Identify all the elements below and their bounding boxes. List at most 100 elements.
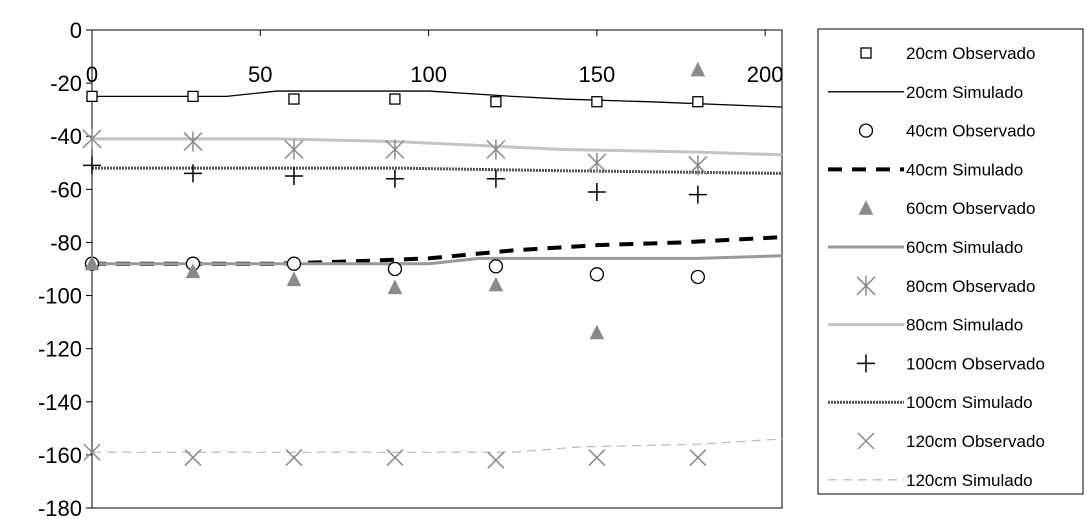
data-point xyxy=(690,269,706,285)
x-tick-label: 0 xyxy=(86,62,98,87)
legend-marker xyxy=(857,354,875,373)
series-120cm-observado xyxy=(83,443,707,469)
legend-item-80cm-observado: 80cm Observado xyxy=(856,275,1035,296)
data-point xyxy=(587,152,607,173)
legend-marker xyxy=(860,47,872,59)
series-20cm-simulado xyxy=(92,90,783,108)
data-point xyxy=(286,271,302,287)
legend-symbol xyxy=(860,47,872,59)
legend-label: 60cm Simulado xyxy=(906,238,1023,257)
data-point xyxy=(387,279,403,295)
legend-label: 100cm Simulado xyxy=(906,393,1033,412)
x-tick-label: 100 xyxy=(410,62,447,87)
y-tick-label: -180 xyxy=(38,496,82,519)
data-point xyxy=(82,128,102,149)
data-point xyxy=(284,139,304,160)
legend-item-80cm-simulado: 80cm Simulado xyxy=(828,316,1023,335)
legend: 20cm Observado 20cm Simulado 40cm Observad… xyxy=(817,28,1084,495)
legend-label: 20cm Simulado xyxy=(906,83,1023,102)
y-tick-label: -100 xyxy=(38,284,82,309)
x-axis: 0 50 100 150 200 xyxy=(86,29,784,87)
x-tick-label: 200 xyxy=(747,62,784,87)
series-line-100cm-simulado xyxy=(92,166,783,175)
legend-label: 100cm Observado xyxy=(906,354,1045,373)
y-tick-label: -20 xyxy=(50,71,82,96)
series-100cm-observado xyxy=(83,156,707,204)
data-point xyxy=(488,276,504,292)
plot-area xyxy=(91,29,783,509)
y-tick-label: -160 xyxy=(38,443,82,468)
x-tick-label: 150 xyxy=(579,62,616,87)
y-tick-label: -140 xyxy=(38,390,82,415)
legend-symbol xyxy=(857,354,875,373)
data-point xyxy=(688,185,707,204)
y-tick-label: -120 xyxy=(38,337,82,362)
legend-box xyxy=(817,28,1084,495)
data-point xyxy=(490,96,502,108)
plot-frame xyxy=(91,29,783,509)
legend-label: 60cm Observado xyxy=(906,199,1035,218)
data-point xyxy=(587,182,606,201)
data-point xyxy=(83,156,101,175)
legend-marker xyxy=(856,275,876,296)
data-point xyxy=(591,96,603,108)
data-point xyxy=(690,61,706,77)
legend-item-100cm-observado: 100cm Observado xyxy=(857,354,1045,373)
data-point xyxy=(589,267,605,282)
legend-item-40cm-observado: 40cm Observado xyxy=(858,122,1035,141)
data-point xyxy=(386,449,404,467)
y-tick-label: 0 xyxy=(70,18,82,43)
data-point xyxy=(183,131,203,152)
series-100cm-simulado xyxy=(92,166,783,175)
data-point xyxy=(385,139,405,160)
y-axis: 0 -20 -40 -60 -80 -100 -120 -140 -160 -180 xyxy=(38,18,92,519)
series-60cm-observado xyxy=(84,61,706,340)
legend-item-120cm-observado: 120cm Observado xyxy=(857,432,1045,451)
legend-label: 40cm Simulado xyxy=(906,160,1023,179)
data-point xyxy=(86,90,98,103)
data-point xyxy=(286,256,302,271)
data-point xyxy=(285,449,303,467)
data-point xyxy=(486,169,505,188)
legend-label: 20cm Observado xyxy=(906,44,1035,63)
series-layer xyxy=(82,61,783,469)
data-point xyxy=(389,93,401,105)
legend-symbol xyxy=(858,123,874,138)
legend-item-20cm-observado: 20cm Observado xyxy=(860,44,1035,63)
series-80cm-observado xyxy=(82,128,708,176)
data-point xyxy=(385,169,404,188)
legend-symbol xyxy=(856,275,876,296)
y-tick-label: -60 xyxy=(50,177,82,202)
legend-marker xyxy=(858,123,874,138)
data-point xyxy=(488,259,504,274)
data-point xyxy=(84,255,100,271)
legend-label: 40cm Observado xyxy=(906,122,1035,141)
series-80cm-simulado xyxy=(92,137,783,157)
legend-label: 120cm Simulado xyxy=(906,471,1033,490)
data-point xyxy=(688,155,708,176)
data-point xyxy=(588,449,606,467)
data-point xyxy=(487,451,505,469)
data-point xyxy=(486,139,506,160)
legend-symbol xyxy=(858,200,874,215)
legend-item-100cm-simulado: 100cm Simulado xyxy=(828,393,1033,412)
series-20cm-observado xyxy=(86,90,704,108)
data-point xyxy=(183,164,202,183)
series-line-60cm-simulado xyxy=(92,254,783,266)
data-point xyxy=(83,443,101,461)
legend-item-120cm-simulado: 120cm Simulado xyxy=(828,471,1033,490)
data-point xyxy=(185,263,201,279)
x-tick-label: 50 xyxy=(248,62,272,87)
y-tick-label: -40 xyxy=(50,124,82,149)
data-point xyxy=(692,96,704,108)
series-line-80cm-simulado xyxy=(92,137,783,157)
legend-item-60cm-simulado: 60cm Simulado xyxy=(828,238,1023,257)
legend-marker xyxy=(857,432,875,450)
series-line-120cm-simulado xyxy=(92,438,783,453)
legend-item-40cm-simulado: 40cm Simulado xyxy=(828,160,1023,179)
data-point xyxy=(387,261,403,277)
legend-symbol xyxy=(857,432,875,450)
data-point xyxy=(689,449,707,467)
data-point xyxy=(187,90,199,103)
